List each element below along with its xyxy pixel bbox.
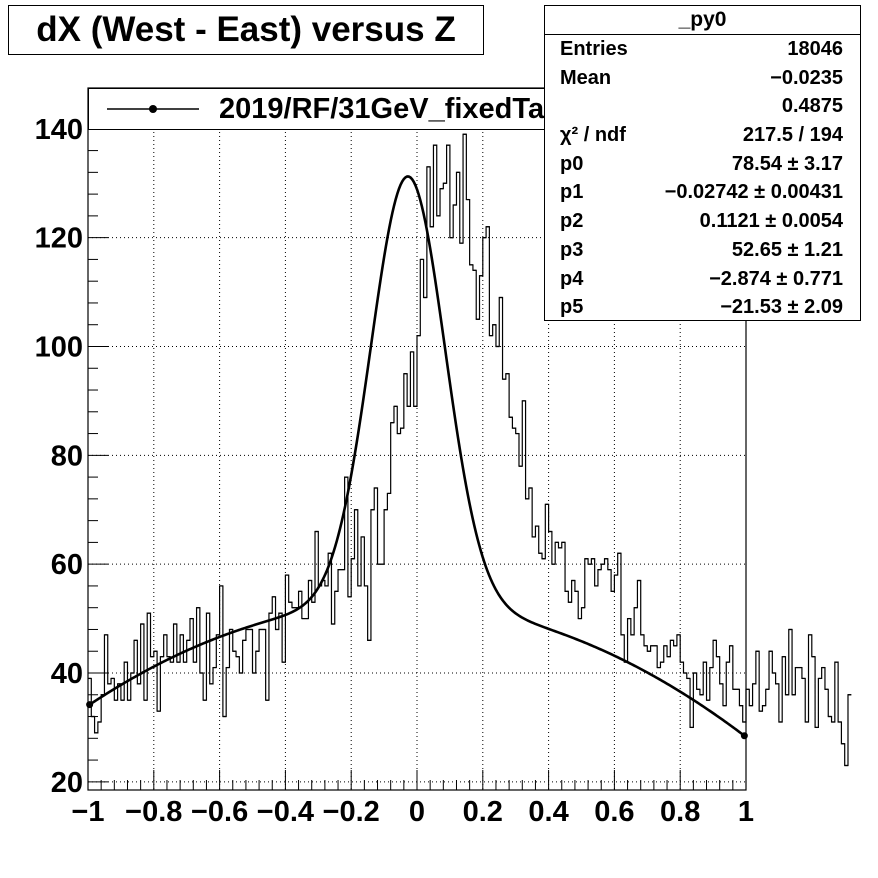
y-tick-label: 20 — [51, 767, 83, 799]
stats-row: Mean −0.0235 — [545, 64, 860, 93]
chart-title-text: dX (West - East) versus Z — [36, 10, 456, 49]
y-tick-label: 60 — [51, 549, 83, 581]
y-axis-tick-labels: 20 40 60 80 100 120 140 — [35, 114, 83, 799]
stats-row: p3 52.65 ± 1.21 — [545, 236, 860, 265]
stats-value: 0.1121 ± 0.0054 — [699, 210, 843, 233]
y-tick-label: 100 — [35, 331, 83, 363]
x-tick-label: 0.6 — [594, 796, 634, 828]
x-tick-label: −1 — [71, 796, 104, 828]
x-tick-label: 0.4 — [528, 796, 568, 828]
fit-curve-start-marker — [86, 701, 94, 709]
stats-row: p0 78.54 ± 3.17 — [545, 150, 860, 179]
y-tick-label: 40 — [51, 658, 83, 690]
stats-key: χ² / ndf — [560, 124, 626, 147]
stats-key: p5 — [560, 296, 584, 319]
x-tick-label: −0.6 — [191, 796, 248, 828]
y-tick-label: 140 — [35, 114, 83, 146]
x-tick-label: −0.4 — [257, 796, 314, 828]
legend: 2019/RF/31GeV_fixedTarget — [88, 88, 614, 130]
stats-row: p2 0.1121 ± 0.0054 — [545, 207, 860, 236]
stats-key: Entries — [560, 38, 628, 60]
stats-key: Mean — [560, 66, 612, 89]
stats-value: 52.65 ± 1.21 — [731, 238, 843, 261]
stats-row: 0.4875 — [545, 92, 860, 121]
x-tick-label: 0.2 — [463, 796, 503, 828]
x-axis-tick-labels: −1 −0.8 −0.6 −0.4 −0.2 0 0.2 0.4 0.6 0.8 1 — [71, 796, 754, 828]
legend-label: 2019/RF/31GeV_fixedTarget — [219, 93, 599, 125]
stats-value: −2.874 ± 0.771 — [709, 267, 843, 290]
stats-key: p4 — [560, 267, 584, 290]
stats-key: p1 — [560, 181, 584, 204]
fit-curve-end-marker — [740, 732, 748, 740]
stats-value: 0.4875 — [781, 95, 843, 118]
stats-title: _py0 — [545, 6, 860, 35]
stats-value: −0.0235 — [770, 66, 843, 89]
stats-value: −0.02742 ± 0.00431 — [664, 181, 843, 204]
stats-key: p2 — [560, 210, 584, 233]
stats-value: 78.54 ± 3.17 — [731, 152, 843, 175]
chart-title: dX (West - East) versus Z — [8, 5, 484, 55]
legend-line-marker-icon — [107, 105, 199, 113]
stats-row: Entries 18046 — [545, 35, 860, 64]
fit-curve — [88, 175, 746, 737]
x-tick-label: −0.8 — [125, 796, 182, 828]
stats-key: p3 — [560, 238, 584, 261]
y-tick-label: 80 — [51, 440, 83, 472]
stats-row: p4 −2.874 ± 0.771 — [545, 265, 860, 294]
stats-value: −21.53 ± 2.09 — [720, 296, 843, 319]
stats-box: _py0 Entries 18046 Mean −0.0235 0.4875 χ² / n… — [544, 5, 861, 321]
stats-value: 217.5 / 194 — [742, 124, 843, 147]
x-tick-label: 1 — [738, 796, 754, 828]
axis-ticks — [87, 106, 747, 790]
stats-row: p5 −21.53 ± 2.09 — [545, 293, 860, 322]
stats-value: 18046 — [787, 38, 843, 60]
stats-rows: Entries 18046 Mean −0.0235 0.4875 χ² / ndf 217… — [545, 35, 860, 322]
stats-row: χ² / ndf 217.5 / 194 — [545, 121, 860, 150]
x-tick-label: −0.2 — [323, 796, 380, 828]
y-tick-label: 120 — [35, 223, 83, 255]
x-tick-label: 0.8 — [660, 796, 700, 828]
stats-key: p0 — [560, 152, 584, 175]
stats-row: p1 −0.02742 ± 0.00431 — [545, 178, 860, 207]
x-tick-label: 0 — [409, 796, 425, 828]
